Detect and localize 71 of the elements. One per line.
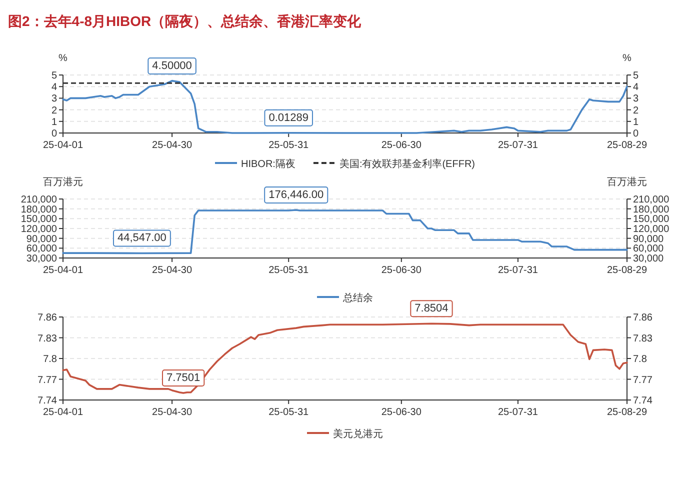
x-tick-label: 25-08-29 (606, 407, 648, 418)
x-tick-label: 25-04-01 (42, 140, 84, 151)
y2-tick-label: 7.74 (633, 396, 653, 406)
y2-tick-label: 120,000 (633, 224, 670, 235)
y2-tick-label: 30,000 (633, 254, 664, 264)
y-axis-title: 百万港元 (43, 176, 83, 188)
y2-tick-label: 5 (633, 70, 639, 82)
y2-tick-label: 90,000 (633, 234, 664, 245)
x-tick-label: 25-05-31 (268, 265, 310, 276)
y-tick-label: 90,000 (26, 234, 58, 245)
x-tick-label: 25-07-31 (498, 140, 538, 151)
y2-tick-label: 7.8 (633, 354, 648, 365)
y2-axis-title: % (622, 53, 632, 64)
x-tick-label: 25-04-01 (42, 407, 84, 418)
y-tick-label: 150,000 (20, 214, 58, 226)
line-series (62, 209, 628, 254)
line-series (62, 322, 628, 394)
y-tick-label: 0 (51, 128, 58, 140)
y-tick-label: 180,000 (20, 204, 58, 216)
y2-tick-label: 150,000 (633, 214, 670, 226)
y2-tick-label: 180,000 (633, 204, 670, 216)
y2-tick-label: 4 (633, 82, 639, 94)
y-tick-label: 4 (51, 82, 58, 94)
legend-label: 总结余 (342, 292, 373, 304)
y2-tick-label: 0 (633, 128, 639, 140)
annotation: 176,446.00 (268, 189, 324, 201)
y-tick-label: 2 (51, 105, 58, 116)
y-tick-label: 210,000 (20, 194, 58, 206)
annotation: 4.50000 (152, 60, 192, 72)
y-tick-label: 5 (51, 70, 58, 82)
x-tick-label: 25-04-01 (42, 265, 84, 276)
annotation: 7.7501 (166, 372, 200, 384)
x-tick-label: 25-06-30 (381, 265, 422, 276)
y-tick-label: 60,000 (26, 244, 58, 255)
x-tick-label: 25-05-31 (268, 140, 310, 151)
x-tick-label: 25-08-29 (606, 265, 648, 276)
y2-tick-label: 7.83 (633, 333, 653, 344)
y2-tick-label: 210,000 (633, 194, 670, 206)
x-tick-label: 25-07-31 (498, 265, 538, 276)
y-tick-label: 1 (51, 116, 58, 128)
y-tick-label: 7.86 (38, 312, 58, 324)
y2-axis-title: 百万港元 (607, 176, 647, 188)
legend-label: 美元兑港元 (333, 428, 383, 440)
x-tick-label: 25-04-30 (152, 265, 192, 276)
legend-label: HIBOR:隔夜 (241, 158, 296, 170)
y-axis-title: % (58, 53, 68, 64)
y2-tick-label: 2 (633, 105, 639, 116)
annotation: 0.01289 (268, 112, 308, 124)
y2-tick-label: 60,000 (633, 244, 664, 255)
y2-tick-label: 7.86 (633, 312, 653, 324)
x-tick-label: 25-06-30 (381, 407, 422, 418)
y-tick-label: 3 (51, 94, 58, 105)
y-tick-label: 120,000 (20, 224, 58, 235)
x-tick-label: 25-08-29 (606, 140, 648, 151)
annotation: 44,547.00 (117, 232, 166, 244)
annotation: 7.8504 (414, 302, 448, 315)
y2-tick-label: 3 (633, 94, 639, 105)
y-tick-label: 7.8 (43, 354, 58, 365)
chart-title: 图2：去年4-8月HIBOR（隔夜）、总结余、香港汇率变化 (8, 13, 362, 29)
y-tick-label: 7.77 (38, 374, 58, 386)
y-tick-label: 30,000 (26, 254, 58, 264)
y2-tick-label: 1 (633, 116, 639, 128)
legend-label: 美国:有效联邦基金利率(EFFR) (339, 158, 475, 170)
y2-tick-label: 7.77 (633, 374, 653, 386)
x-tick-label: 25-05-31 (268, 407, 310, 418)
y-tick-label: 7.83 (38, 333, 58, 344)
x-tick-label: 25-07-31 (498, 407, 538, 418)
x-tick-label: 25-04-30 (152, 407, 192, 418)
y-tick-label: 7.74 (38, 396, 58, 406)
x-tick-label: 25-06-30 (381, 140, 422, 151)
x-tick-label: 25-04-30 (152, 140, 192, 151)
